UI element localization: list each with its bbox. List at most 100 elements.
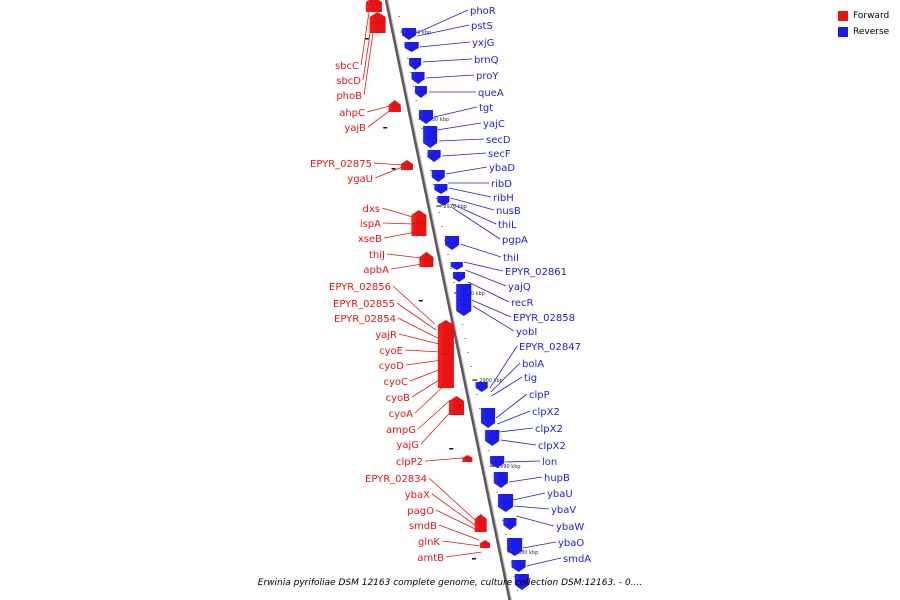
legend: Forward Reverse (838, 8, 889, 40)
minor-tick (438, 212, 441, 213)
reverse-swatch (838, 26, 848, 37)
gene-label-forward: apbA (363, 265, 389, 276)
tick-label: 2940 kbp (408, 30, 432, 36)
minor-tick (406, 58, 409, 59)
gene-label-reverse: queA (478, 88, 504, 99)
leader-line (472, 305, 515, 332)
gene-label-forward: cyoC (383, 377, 408, 388)
leader-line (419, 41, 471, 48)
gene-label-reverse: pstS (471, 21, 493, 32)
leader-line (498, 427, 534, 433)
leader-line (467, 281, 510, 303)
minor-tick (447, 254, 449, 255)
marker-dash (391, 168, 396, 170)
marker-dash (471, 558, 476, 560)
gene-label-forward: sbcC (335, 61, 359, 72)
gene-label-reverse: EPYR_02861 (505, 267, 567, 278)
leader-line (420, 409, 453, 445)
minor-tick (409, 72, 412, 73)
gene-label-reverse: clpX2 (538, 441, 566, 452)
gene-label-forward: clpP2 (396, 457, 423, 468)
leader-line (396, 302, 437, 331)
gene-arrow (414, 86, 427, 98)
gene-arrow (480, 540, 491, 548)
gene-label-forward: ampG (386, 425, 416, 436)
minor-tick (473, 380, 475, 381)
gene-arrow (474, 514, 487, 532)
leader-line (435, 509, 478, 531)
gene-label-reverse: clpP (529, 390, 550, 401)
minor-tick (516, 590, 519, 591)
legend-forward-label: Forward (853, 10, 890, 21)
leader-line (441, 540, 481, 547)
leader-line (522, 541, 557, 549)
gene-label-forward: ygaU (347, 174, 373, 185)
caption: Erwinia pyrifoliae DSM 12163 complete ge… (257, 578, 643, 588)
gene-arrow (449, 396, 465, 415)
tick-label: 2880 kbp (515, 550, 539, 556)
gene-label-reverse: hupB (544, 473, 570, 484)
gene-arrow (462, 455, 473, 462)
minor-tick (435, 198, 438, 199)
gene-label-forward: EPYR_02834 (365, 474, 427, 485)
leader-line (497, 410, 531, 425)
gene-label-forward: cyoB (386, 393, 411, 404)
minor-tick (412, 86, 415, 87)
gene-label-forward: yajR (375, 330, 397, 341)
gene-arrow (419, 110, 434, 124)
minor-tick (398, 16, 400, 17)
leader-line (426, 74, 475, 79)
marker-dash (364, 38, 369, 40)
minor-tick (479, 408, 481, 409)
leader-line (450, 197, 495, 211)
leader-line (516, 515, 555, 527)
leader-line (381, 207, 413, 218)
gene-arrow (411, 210, 427, 236)
tick-label: 2910 kbp (461, 291, 485, 297)
minor-tick (470, 366, 472, 367)
gene-label-reverse: yobI (516, 327, 537, 338)
gene-arrow (507, 538, 523, 556)
minor-tick (432, 184, 435, 185)
minor-tick (441, 226, 444, 227)
gene-arrow (503, 518, 517, 530)
leader-line (424, 457, 463, 462)
leader-line (398, 333, 439, 345)
leader-line (489, 345, 518, 389)
gene-arrow (431, 170, 445, 182)
marker-dash (418, 300, 423, 302)
gene-arrow (453, 272, 466, 282)
leader-line (490, 362, 521, 393)
legend-forward: Forward (838, 8, 889, 23)
gene-label-reverse: ybaV (551, 505, 576, 516)
gene-label-reverse: brnQ (474, 55, 499, 66)
gene-label-forward: cyoE (379, 346, 403, 357)
gene-label-reverse: ybaO (558, 538, 584, 549)
forward-swatch (838, 10, 848, 21)
gene-arrow (498, 494, 514, 512)
gene-label-reverse: yajC (483, 119, 505, 130)
leader-line (512, 492, 546, 501)
gene-label-reverse: nusB (496, 206, 521, 217)
gene-arrow (450, 262, 463, 270)
minor-tick (467, 352, 470, 353)
tick-label: 2890 kbp (497, 464, 521, 470)
gene-arrow (456, 284, 472, 316)
tick-label: 2900 kbp (479, 378, 503, 384)
gene-label-reverse: smdA (563, 554, 591, 565)
gene-label-reverse: ybaW (556, 522, 584, 533)
gene-label-reverse: tgt (479, 103, 493, 114)
leader-line (404, 349, 441, 353)
gene-arrow (475, 382, 488, 392)
gene-label-reverse: ybaD (489, 163, 515, 174)
marker-dash (449, 448, 454, 450)
minor-tick (505, 534, 507, 535)
minor-tick (502, 520, 504, 521)
leader-line (367, 109, 391, 128)
minor-tick (461, 324, 464, 325)
gene-arrow (481, 408, 496, 428)
leader-line (363, 27, 375, 96)
leader-line (417, 24, 470, 37)
gene-label-forward: amtB (417, 553, 444, 564)
gene-label-forward: yajB (344, 123, 366, 134)
